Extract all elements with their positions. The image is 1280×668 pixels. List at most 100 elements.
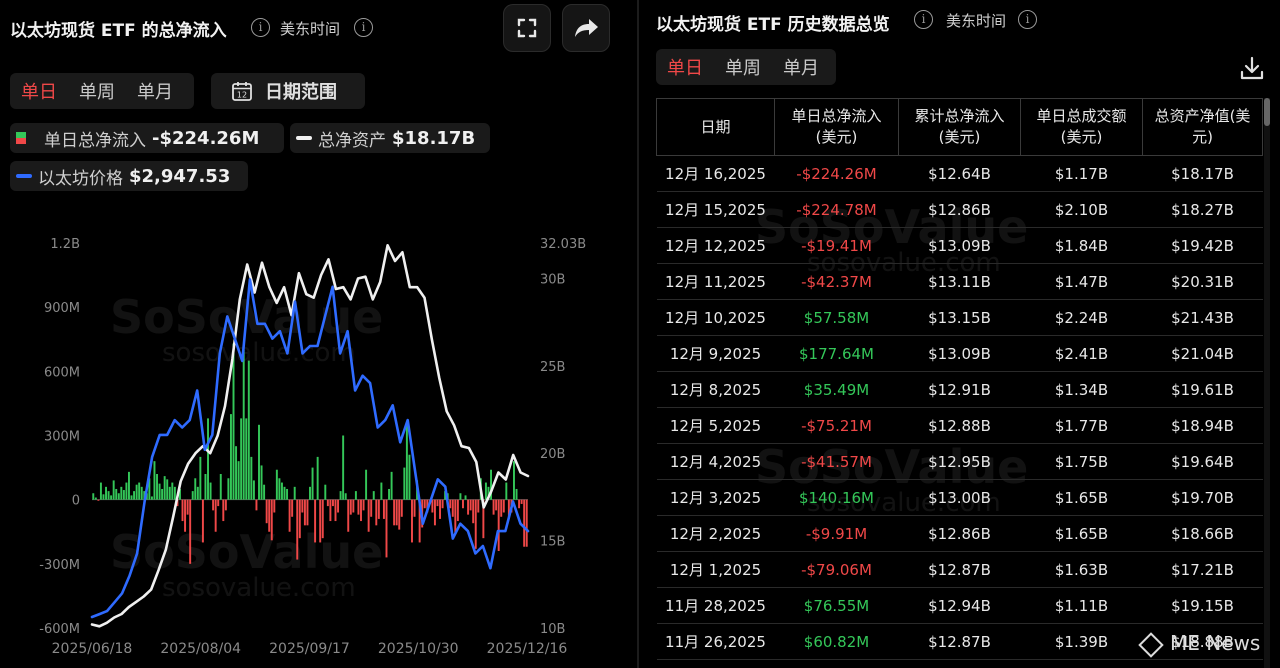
inflow-bar [487,486,490,500]
inflow-bar [303,499,306,526]
col-header-nav[interactable]: 总资产净值(美 元) [1142,98,1263,156]
inflow-bar [214,499,217,532]
col-header-volume[interactable]: 单日总成交额 (美元) [1020,98,1143,156]
inflow-bar [255,499,258,511]
tab-daily[interactable]: 单日 [21,82,57,103]
table-scrollbar-thumb[interactable] [1264,98,1270,126]
inflow-bar [319,499,322,543]
history-info-icon[interactable]: i [914,10,933,29]
inflow-bar [163,476,166,500]
table-row[interactable]: 12月 11,2025 -$42.37M $13.11B $1.47B $20.31B [656,263,1263,300]
table-row[interactable]: 12月 3,2025 $140.16M $13.00B $1.65B $19.70B [656,479,1263,516]
svg-text:12: 12 [237,91,247,100]
inflow-bar [143,491,146,500]
history-tab-weekly[interactable]: 单周 [725,58,761,79]
date-range-button[interactable]: 12 日期范围 [211,73,365,109]
table-row[interactable]: 12月 2,2025 -$9.91M $12.86B $1.65B $18.66B [656,515,1263,552]
x-axis-tick-label: 2025/12/16 [487,641,568,657]
inflow-bar [454,499,457,534]
table-row[interactable]: 12月 1,2025 -$79.06M $12.87B $1.63B $17.21B [656,551,1263,588]
cell-cumulative: $12.94B [898,587,1021,624]
table-row[interactable]: 11月 26,2025 $60.82M $12.87B $1.39B $18.88B [656,623,1263,660]
cell-nav: $18.7?B [1142,659,1263,668]
price-legend-value: $2,947.53 [129,165,231,187]
inflow-bar [275,469,278,500]
inflow-bar [513,461,515,500]
inflow-bar [400,499,403,517]
col-header-cumulative[interactable]: 累计总净流入 (美元) [898,98,1021,156]
inflow-bar [247,360,250,500]
col-header-inflow[interactable]: 单日总净流入 (美元) [774,98,899,156]
inflow-bar [293,486,296,500]
cell-cumulative: $12.95B [898,443,1021,480]
cell-date: 11月 25,2025 [656,659,775,668]
cell-volume: $1.65B [1020,479,1143,516]
table-row[interactable]: 12月 16,2025 -$224.26M $12.64B $1.17B $18.17B [656,155,1263,192]
cell-date: 12月 5,2025 [656,407,775,444]
col-header-date[interactable]: 日期 [656,98,775,156]
inflow-bar [125,482,128,500]
table-row[interactable]: 12月 12,2025 -$19.41M $13.09B $1.84B $19.42B [656,227,1263,264]
legend-price[interactable]: 以太坊价格 $2,947.53 [10,161,248,191]
tab-monthly[interactable]: 单月 [137,82,173,103]
cell-volume: $2.24B [1020,299,1143,336]
cell-inflow: -$41.57M [774,443,899,480]
inflow-bar [217,499,220,507]
cell-cumulative: $12.91B [898,371,1021,408]
cell-date: 12月 12,2025 [656,227,775,264]
cell-nav: $19.64B [1142,443,1263,480]
inflow-bar [474,499,477,549]
cell-inflow: $35.49M [774,371,899,408]
left-axis-tick-label: 600M [44,365,80,380]
cell-cumulative: $13.09B [898,335,1021,372]
inflow-bar [502,499,505,513]
inflow-bar [301,499,304,513]
cell-cumulative: $12.81B [898,659,1021,668]
info-icon[interactable]: i [251,18,270,37]
cell-date: 12月 15,2025 [656,191,775,228]
inflow-bar [352,499,355,513]
table-row[interactable]: 11月 25,2025$78.58M$12.81B$1.11B$18.7?B [656,659,1263,668]
inflow-bar [128,471,130,500]
footer-brand: ME News [1138,631,1260,658]
table-row[interactable]: 12月 5,2025 -$75.21M $12.88B $1.77B $18.94B [656,407,1263,444]
inflow-bar [94,497,97,500]
brand-icon [1138,631,1164,658]
inflow-bar [150,496,153,500]
cell-date: 12月 3,2025 [656,479,775,516]
inflow-bar [344,493,347,500]
table-scrollbar-track[interactable] [1264,98,1270,668]
history-timezone-info-icon[interactable]: i [1018,10,1037,29]
right-axis-tick-label: 20B [540,447,565,462]
legend-inflow[interactable]: 单日总净流入 -$224.26M [10,123,284,153]
right-axis-tick-label: 10B [540,622,565,637]
inflow-bar [268,499,271,532]
table-row[interactable]: 12月 9,2025 $177.64M $13.09B $2.41B $21.04B [656,335,1263,372]
table-row[interactable]: 12月 8,2025 $35.49M $12.91B $1.34B $19.61B [656,371,1263,408]
inflow-bar [207,418,209,500]
download-icon[interactable] [1238,54,1266,82]
share-button[interactable] [562,4,610,52]
right-axis-tick-label: 32.03B [540,237,586,252]
inflow-bar [329,499,332,522]
fullscreen-button[interactable] [503,4,551,52]
timezone-info-icon[interactable]: i [354,18,373,37]
cell-date: 11月 28,2025 [656,587,775,624]
inflow-bar [444,491,447,500]
history-tab-daily[interactable]: 单日 [667,58,703,79]
fullscreen-icon [517,18,537,38]
cell-volume: $1.11B [1020,659,1143,668]
table-row[interactable]: 12月 4,2025 -$41.57M $12.95B $1.75B $19.64B [656,443,1263,480]
inflow-bar [382,499,385,519]
table-row[interactable]: 12月 15,2025 -$224.78M $12.86B $2.10B $18.27B [656,191,1263,228]
inflow-bar [212,499,215,511]
tab-weekly[interactable]: 单周 [79,82,115,103]
table-row[interactable]: 11月 28,2025 $76.55M $12.94B $1.11B $19.15B [656,587,1263,624]
history-panel: 以太坊现货 ETF 历史数据总览 i 美东时间 i 单日 单周 单月 SoSoV… [640,0,1280,668]
left-axis-tick-label: 1.2B [50,237,80,252]
legend-assets[interactable]: 总净资产 $18.17B [290,123,490,153]
cell-cumulative: $12.88B [898,407,1021,444]
history-tab-monthly[interactable]: 单月 [783,58,819,79]
table-row[interactable]: 12月 10,2025 $57.58M $13.15B $2.24B $21.43B [656,299,1263,336]
cell-nav: $19.70B [1142,479,1263,516]
